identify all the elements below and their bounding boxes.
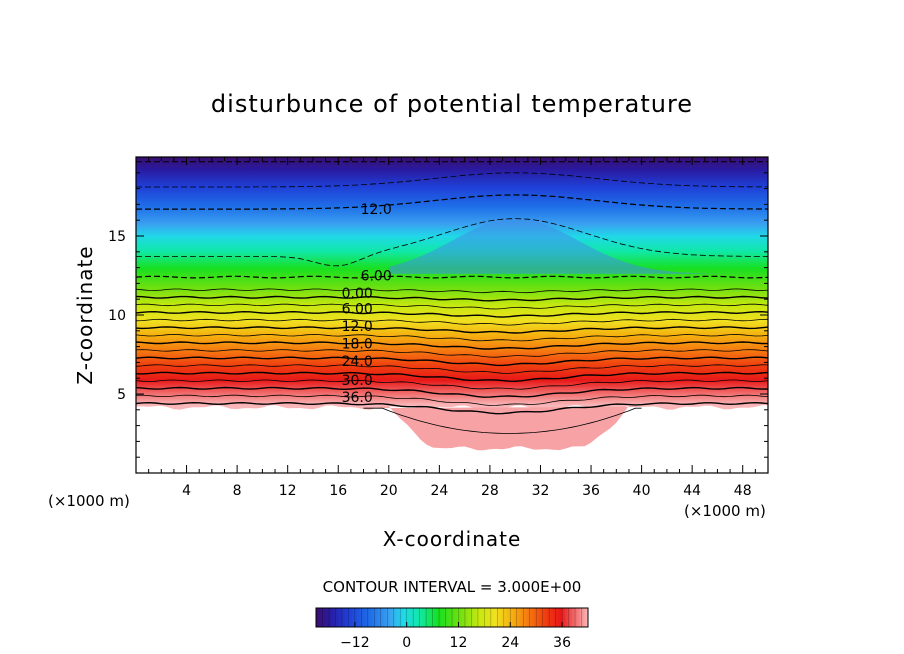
contour-label: 0.00: [342, 286, 373, 302]
colorbar-tick-label: 12: [450, 635, 468, 651]
contour-line: [136, 275, 768, 279]
contour-line: [136, 310, 768, 318]
temperature-field: [136, 157, 768, 410]
contour-line: [136, 394, 768, 406]
x-tick-label: 4: [182, 483, 191, 499]
contour-label: 6.00: [361, 269, 392, 285]
contour-line: [136, 401, 768, 415]
contour-line: [136, 341, 768, 350]
contour-label: 24.0: [342, 354, 373, 370]
x-axis-ticks: 4 8 12 16 20 24 28 32 36 40 44 48: [135, 157, 769, 499]
contour-lines: [136, 161, 768, 434]
y-tick-label: 15: [108, 229, 126, 245]
x-tick-label: 28: [481, 483, 499, 499]
contour-line: [136, 386, 768, 398]
x-tick-label: 8: [233, 483, 242, 499]
contour-line: [136, 333, 768, 342]
colorbar-tick-label: 0: [402, 635, 411, 651]
contour-interval-text: CONTOUR INTERVAL = 3.000E+00: [323, 578, 582, 596]
x-tick-label: 48: [734, 483, 752, 499]
contour-label: 6.00: [342, 302, 373, 318]
contour-line: [136, 288, 768, 294]
contour-line: [136, 303, 768, 310]
y-tick-label: 5: [117, 387, 126, 403]
contour-label: 12.0: [342, 319, 373, 335]
contour-label: 30.0: [342, 373, 373, 389]
contour-line: [136, 295, 768, 302]
y-axis-ticks: 5 10 15: [108, 156, 768, 474]
contour-line: [136, 194, 768, 210]
contour-line: [136, 349, 768, 358]
contour-line: [136, 318, 768, 326]
y-axis-label: Z-coordinate: [73, 245, 97, 384]
contour-label: 36.0: [342, 390, 373, 406]
y-tick-label: 10: [108, 308, 126, 324]
x-tick-label: 36: [582, 483, 600, 499]
contour-line: [136, 172, 768, 188]
colorbar-ticks: −12 0 12 24 36: [340, 622, 571, 651]
y-unit-label: (×1000 m): [48, 492, 130, 510]
colorbar-tick-label: −12: [340, 635, 370, 651]
contour-line: [136, 371, 768, 383]
contour-line: [136, 356, 768, 367]
contour-line: [136, 379, 768, 390]
x-tick-label: 12: [279, 483, 297, 499]
warm-dome: [376, 405, 642, 451]
chart-title: disturbunce of potential temperature: [211, 90, 693, 118]
x-tick-label: 16: [329, 483, 347, 499]
colorbar-tick-label: 24: [501, 635, 519, 651]
contour-label: 18.0: [342, 336, 373, 352]
contour-line: [136, 326, 768, 334]
x-tick-label: 44: [683, 483, 701, 499]
x-axis-label: X-coordinate: [383, 527, 522, 551]
x-tick-label: 40: [633, 483, 651, 499]
cool-bulge: [388, 218, 743, 274]
x-tick-label: 24: [430, 483, 448, 499]
contour-line: [363, 407, 642, 434]
x-tick-label: 32: [532, 483, 550, 499]
x-unit-label: (×1000 m): [684, 502, 766, 520]
contour-line: [136, 364, 768, 374]
x-tick-label: 20: [380, 483, 398, 499]
contour-label: 12.0: [361, 202, 392, 218]
colorbar-tick-label: 36: [553, 635, 571, 651]
